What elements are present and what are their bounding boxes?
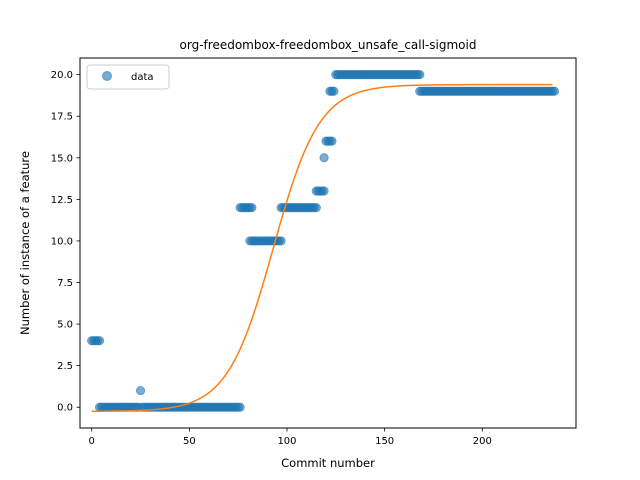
x-tick-label: 100 — [277, 436, 296, 447]
legend-label-data: data — [131, 72, 154, 83]
axes-layer: 0 50 100 150 200 0.0 2.5 5.0 7.5 10.0 12.5 15.0 17.5… — [51, 57, 577, 447]
y-tick-label: 10.0 — [51, 236, 73, 247]
data-point — [94, 336, 105, 346]
y-tick-label: 5.0 — [57, 320, 73, 331]
legend-marker-data — [102, 71, 112, 81]
chart-title: org-freedombox-freedombox_unsafe_call-si… — [180, 38, 477, 52]
data-point — [415, 70, 425, 80]
x-axis-label: Commit number — [281, 456, 375, 470]
data-point — [327, 136, 337, 146]
data-point — [276, 236, 286, 246]
x-tick-label: 150 — [375, 436, 394, 447]
x-tick-label: 50 — [183, 436, 196, 447]
legend: data — [86, 64, 170, 90]
y-axis-label: Number of instance of a feature — [18, 151, 32, 335]
y-tick-label: 7.5 — [57, 278, 73, 289]
legend-box — [86, 64, 170, 90]
y-tick-label: 0.0 — [57, 403, 73, 414]
y-tick-label: 12.5 — [51, 195, 73, 206]
y-tick-label: 17.5 — [51, 112, 73, 123]
x-tick-label: 0 — [89, 436, 95, 447]
data-point — [319, 153, 329, 163]
data-point — [549, 86, 560, 96]
data-point — [135, 385, 146, 396]
x-tick-label: 200 — [473, 436, 492, 447]
data-point — [329, 86, 339, 96]
data-point — [235, 402, 245, 412]
data-point — [319, 186, 329, 196]
series-layer — [87, 70, 560, 412]
y-tick-label: 2.5 — [57, 361, 73, 372]
y-tick-label: 15.0 — [51, 153, 73, 164]
fit-line — [91, 83, 553, 412]
axes-frame — [79, 57, 577, 429]
data-point — [311, 203, 321, 213]
y-tick-label: 20.0 — [51, 70, 73, 81]
plot-area — [80, 58, 576, 428]
data-point — [247, 203, 257, 213]
